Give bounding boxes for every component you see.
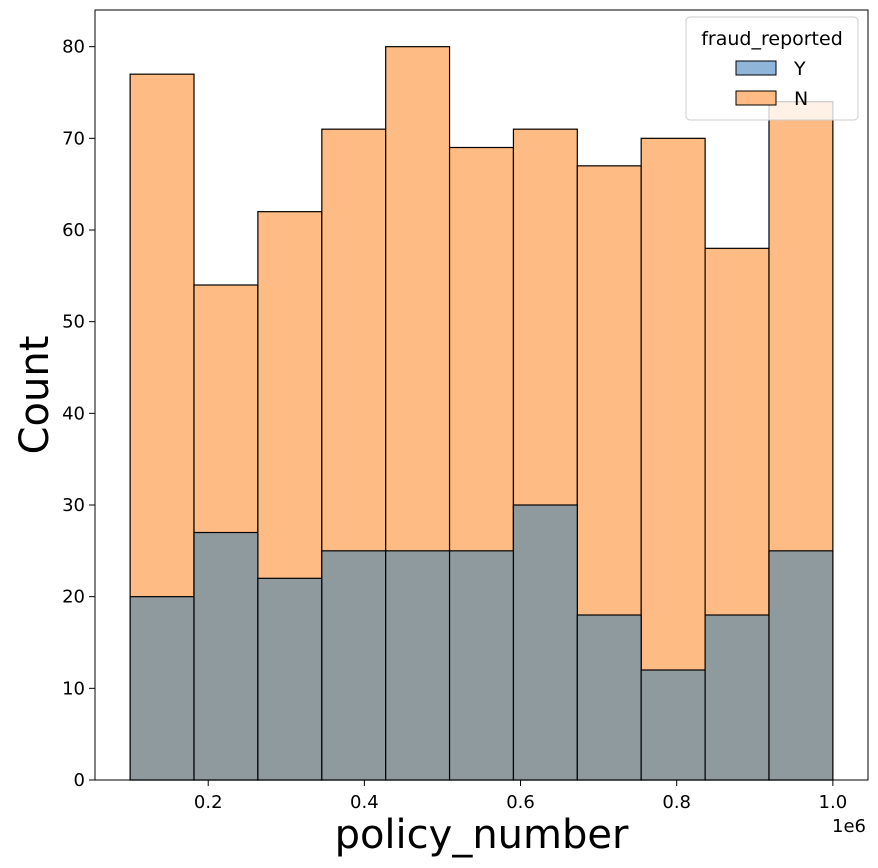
x-axis-offset-label: 1e6: [832, 816, 866, 837]
y-tick-label-10: 10: [62, 678, 85, 699]
bar-y-5: [448, 550, 515, 781]
y-tick-label-40: 40: [62, 403, 85, 424]
bar-y-1: [193, 531, 259, 781]
x-axis-ticks: 0.2 0.4 0.6 0.8 1.0: [194, 780, 847, 813]
y-axis-ticks: 0 10 20 30 40 50 60 70 80: [62, 37, 95, 791]
legend-label-n: N: [794, 88, 808, 110]
y-tick-label-0: 0: [74, 770, 85, 791]
legend-swatch-y: [735, 60, 777, 76]
legend-title: fraud_reported: [701, 28, 843, 50]
bar-y-2: [257, 577, 323, 781]
legend: fraud_reported Y N: [685, 16, 859, 121]
bar-y-7: [576, 614, 642, 781]
y-tick-label-70: 70: [62, 128, 85, 149]
bar-y-4: [385, 550, 451, 781]
bar-y-8: [640, 669, 706, 781]
bar-y-0: [129, 596, 195, 781]
y-tick-label-20: 20: [62, 587, 85, 608]
x-tick-label-4: 1.0: [819, 792, 848, 813]
x-tick-label-3: 0.8: [662, 792, 691, 813]
x-axis-label: policy_number: [335, 812, 629, 858]
bar-y-6: [512, 504, 578, 781]
y-axis-label: Count: [12, 336, 58, 455]
bar-y-3: [321, 550, 387, 781]
x-tick-label-2: 0.6: [506, 792, 535, 813]
series-y-bars: [129, 504, 834, 781]
y-tick-label-60: 60: [62, 220, 85, 241]
legend-swatch-n: [735, 90, 777, 106]
bar-y-10: [768, 550, 834, 781]
y-tick-label-50: 50: [62, 312, 85, 333]
x-tick-label-1: 0.4: [350, 792, 379, 813]
y-tick-label-80: 80: [62, 37, 85, 58]
legend-label-y: Y: [793, 58, 806, 80]
plot-frame: [94, 9, 869, 781]
x-tick-label-0: 0.2: [194, 792, 223, 813]
y-tick-label-30: 30: [62, 495, 85, 516]
bar-y-9: [704, 614, 770, 781]
